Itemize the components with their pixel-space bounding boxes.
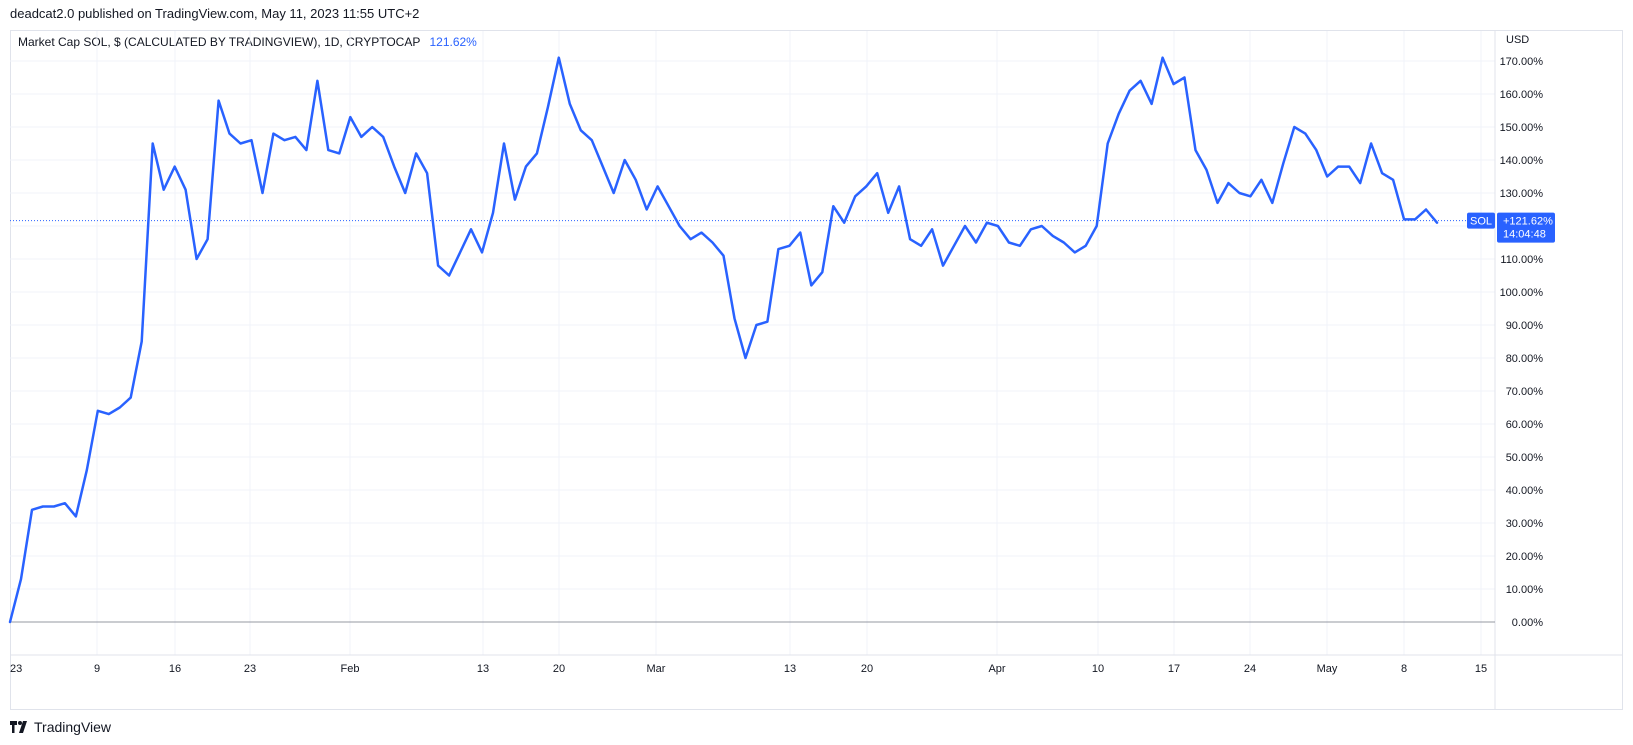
y-tick-label: 60.00% (1506, 419, 1544, 431)
y-tick-label: 140.00% (1500, 155, 1544, 167)
series-name-tag-text: SOL (1470, 216, 1492, 228)
y-tick-label: 40.00% (1506, 485, 1544, 497)
y-tick-label: 10.00% (1506, 584, 1544, 596)
x-tick-label: May (1317, 663, 1338, 675)
x-tick-label: Feb (341, 663, 360, 675)
y-tick-label: 130.00% (1500, 188, 1544, 200)
tradingview-brand[interactable]: TradingView (10, 719, 111, 735)
tradingview-logo-icon (10, 721, 27, 733)
x-tick-label: 15 (1475, 663, 1487, 675)
x-axis-labels: 23 9 16 23 Feb 13 20 Mar 13 20 Apr 10 17 24 May 8 15 (10, 663, 1487, 675)
x-tick-label: 17 (1168, 663, 1180, 675)
legend-last-value: 121.62% (429, 35, 477, 49)
y-tick-label: 110.00% (1500, 254, 1543, 266)
series-name-tag-bg (1467, 212, 1495, 229)
legend-symbol-text: Market Cap SOL, $ (CALCULATED BY TRADING… (18, 35, 421, 49)
brand-name: TradingView (34, 719, 112, 735)
published-by-line: deadcat2.0 published on TradingView.com,… (10, 6, 420, 21)
y-tick-label: 100.00% (1500, 287, 1544, 299)
last-value-badge-text: +121.62% (1503, 216, 1553, 228)
x-tick-label: Apr (988, 663, 1005, 675)
x-tick-label: 24 (1244, 663, 1256, 675)
y-tick-label: 30.00% (1506, 518, 1544, 530)
y-tick-label: 20.00% (1506, 551, 1544, 563)
x-tick-label: 23 (244, 663, 256, 675)
last-value-badge-bg (1497, 212, 1555, 243)
chart-frame (10, 30, 1623, 710)
bar-countdown-text: 14:04:48 (1503, 229, 1546, 241)
y-tick-label: 150.00% (1500, 122, 1544, 134)
x-tick-label: 9 (94, 663, 100, 675)
y-tick-label: 160.00% (1500, 89, 1544, 101)
grid-lines (10, 31, 1495, 655)
y-tick-label: 80.00% (1506, 353, 1544, 365)
x-tick-label: 13 (477, 663, 489, 675)
chart-legend[interactable]: Market Cap SOL, $ (CALCULATED BY TRADING… (18, 35, 477, 49)
y-axis-labels: 0.00% 10.00% 20.00% 30.00% 40.00% 50.00% 60.00… (1500, 56, 1544, 629)
y-axis-unit-label: USD (1506, 34, 1529, 46)
x-tick-label: Mar (647, 663, 666, 675)
y-tick-label: 170.00% (1500, 56, 1544, 68)
last-value-badge[interactable]: +121.62%14:04:48 (1497, 212, 1555, 243)
x-tick-label: 13 (784, 663, 796, 675)
x-tick-label: 16 (169, 663, 181, 675)
x-tick-label: 23 (10, 663, 22, 675)
x-tick-label: 20 (553, 663, 565, 675)
y-tick-label: 90.00% (1506, 320, 1544, 332)
series-line-sol[interactable] (8, 56, 1439, 624)
y-tick-label: 70.00% (1506, 386, 1544, 398)
x-tick-label: 10 (1092, 663, 1104, 675)
x-tick-label: 8 (1401, 663, 1407, 675)
y-tick-label: 0.00% (1512, 617, 1543, 629)
series-name-tag[interactable]: SOL (1467, 212, 1495, 229)
x-tick-label: 20 (861, 663, 873, 675)
y-tick-label: 50.00% (1506, 452, 1544, 464)
